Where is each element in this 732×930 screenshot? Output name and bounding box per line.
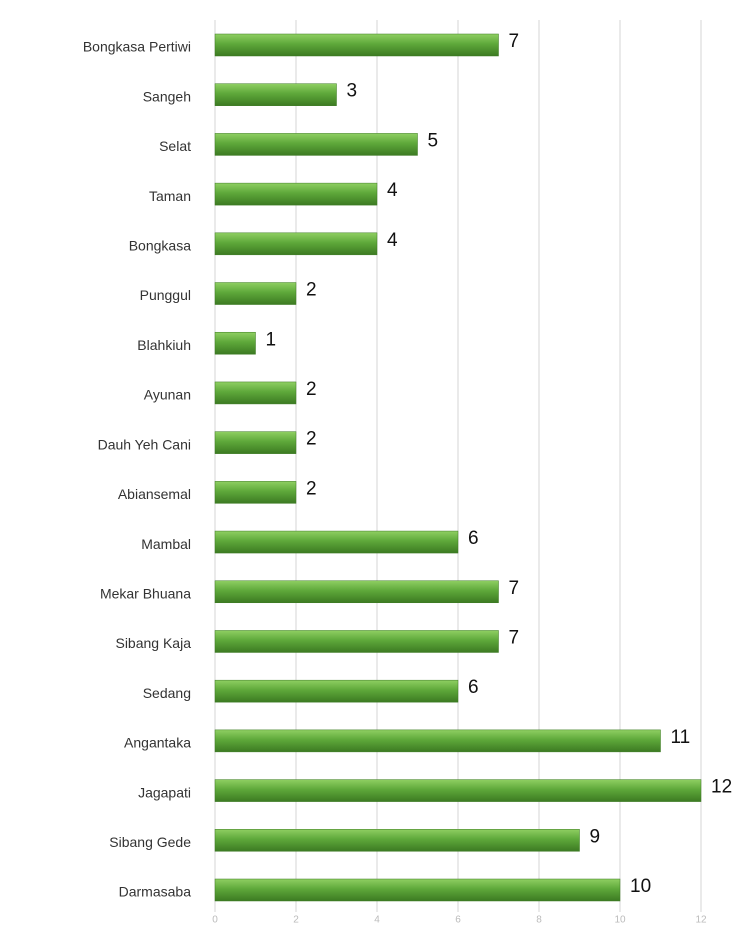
bar (214, 33, 499, 57)
y-tick-label: Ayunan (144, 387, 191, 403)
value-label: 5 (428, 130, 439, 151)
bar (214, 83, 337, 106)
value-label: 11 (671, 727, 691, 748)
value-label: 4 (387, 230, 398, 251)
y-tick-label: Dauh Yeh Cani (98, 436, 191, 452)
y-tick-label: Punggul (140, 287, 191, 303)
y-tick-label: Sedang (143, 685, 191, 701)
x-tick-label: 12 (695, 915, 707, 926)
bar (214, 829, 580, 852)
y-tick-label: Sibang Kaja (115, 635, 191, 651)
bar (214, 878, 621, 902)
bar (214, 530, 459, 554)
value-label: 6 (468, 677, 479, 698)
bar (214, 331, 256, 355)
value-label: 10 (630, 876, 651, 897)
y-tick-label: Bongkasa Pertiwi (83, 39, 191, 55)
y-tick-label: Abiansemal (118, 486, 191, 502)
bar (214, 729, 661, 753)
bar (214, 431, 297, 454)
y-tick-label: Sangeh (143, 88, 191, 104)
value-label: 3 (347, 81, 358, 102)
bar (214, 679, 459, 703)
y-tick-label: Darmasaba (119, 884, 192, 900)
value-label: 7 (509, 578, 520, 599)
bar (214, 580, 499, 604)
x-tick-label: 10 (614, 915, 626, 926)
bar (214, 779, 702, 802)
y-tick-label: Bongkasa (129, 238, 191, 254)
x-tick-label: 2 (293, 915, 299, 926)
y-tick-label: Mambal (141, 536, 191, 552)
bar (214, 282, 297, 305)
bar (214, 381, 297, 405)
value-label: 6 (468, 528, 479, 549)
x-tick-label: 4 (374, 915, 380, 926)
bar (214, 630, 499, 653)
y-tick-label: Jagapati (138, 784, 191, 800)
bar (214, 182, 378, 206)
value-label: 1 (266, 329, 277, 350)
bar (214, 133, 418, 156)
y-tick-label: Blahkiuh (137, 337, 191, 353)
value-label: 7 (509, 31, 520, 52)
y-tick-label: Taman (149, 188, 191, 204)
value-label: 4 (387, 180, 398, 201)
y-tick-label: Mekar Bhuana (100, 585, 191, 601)
bar (214, 232, 378, 256)
y-tick-label: Angantaka (124, 735, 191, 751)
x-tick-label: 0 (212, 915, 218, 926)
value-label: 2 (306, 478, 317, 499)
value-label: 12 (711, 777, 732, 798)
value-label: 2 (306, 280, 317, 301)
x-tick-label: 6 (455, 915, 461, 926)
y-tick-label: Selat (159, 138, 191, 154)
y-tick-label: Sibang Gede (109, 834, 191, 850)
bar (214, 481, 297, 504)
value-label: 9 (590, 826, 601, 847)
x-tick-label: 8 (536, 915, 542, 926)
value-label: 2 (306, 429, 317, 450)
value-label: 2 (306, 379, 317, 400)
value-label: 7 (509, 627, 520, 648)
